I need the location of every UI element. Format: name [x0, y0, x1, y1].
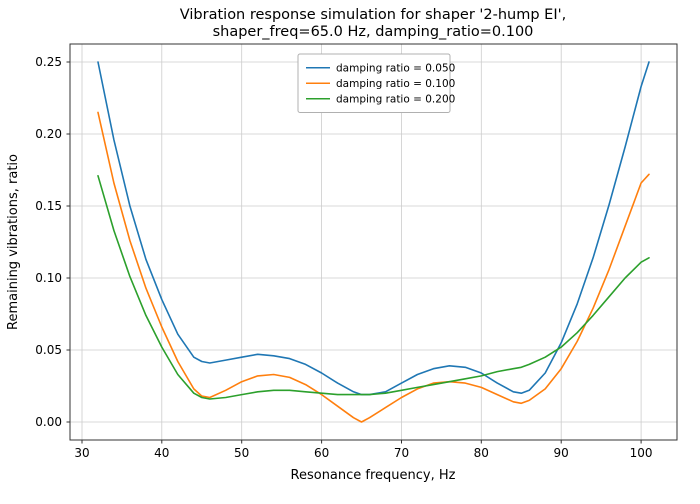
chart-title-line1: Vibration response simulation for shaper…	[180, 7, 566, 23]
legend-entry-label: damping ratio = 0.200	[336, 93, 455, 105]
tick-label-x: 80	[474, 446, 489, 460]
tick-label-y: 0.05	[35, 343, 62, 357]
tick-label-x: 70	[394, 446, 409, 460]
tick-label-x: 40	[154, 446, 169, 460]
legend-entry-label: damping ratio = 0.100	[336, 78, 455, 90]
tick-label-y: 0.20	[35, 127, 62, 141]
tick-label-y: 0.00	[35, 415, 62, 429]
tick-label-x: 100	[630, 446, 653, 460]
series-line	[97, 175, 650, 400]
legend-entry-label: damping ratio = 0.050	[336, 62, 455, 74]
tick-label-x: 60	[314, 446, 329, 460]
tick-label-y: 0.25	[35, 55, 62, 69]
plot-border	[69, 43, 678, 441]
tick-label-y: 0.10	[35, 271, 62, 285]
tick-label-x: 90	[554, 446, 569, 460]
tick-label-x: 50	[234, 446, 249, 460]
legend: damping ratio = 0.050 damping ratio = 0.1…	[297, 53, 455, 113]
tick-label-x: 30	[74, 446, 89, 460]
series-line	[97, 111, 650, 423]
tick-label-y: 0.15	[35, 199, 62, 213]
chart-title-line2: shaper_freq=65.0 Hz, damping_ratio=0.100	[213, 24, 534, 40]
legend-box	[297, 53, 451, 113]
x-axis-label: Resonance frequency, Hz	[291, 468, 456, 483]
y-axis-label: Remaining vibrations, ratio	[6, 154, 21, 330]
series-lines	[97, 61, 650, 423]
axis-ticks: 30 40 50 60 70 80 90 100 0.00 0.05 0.10 0.15 0.20 0.2…	[35, 55, 652, 460]
